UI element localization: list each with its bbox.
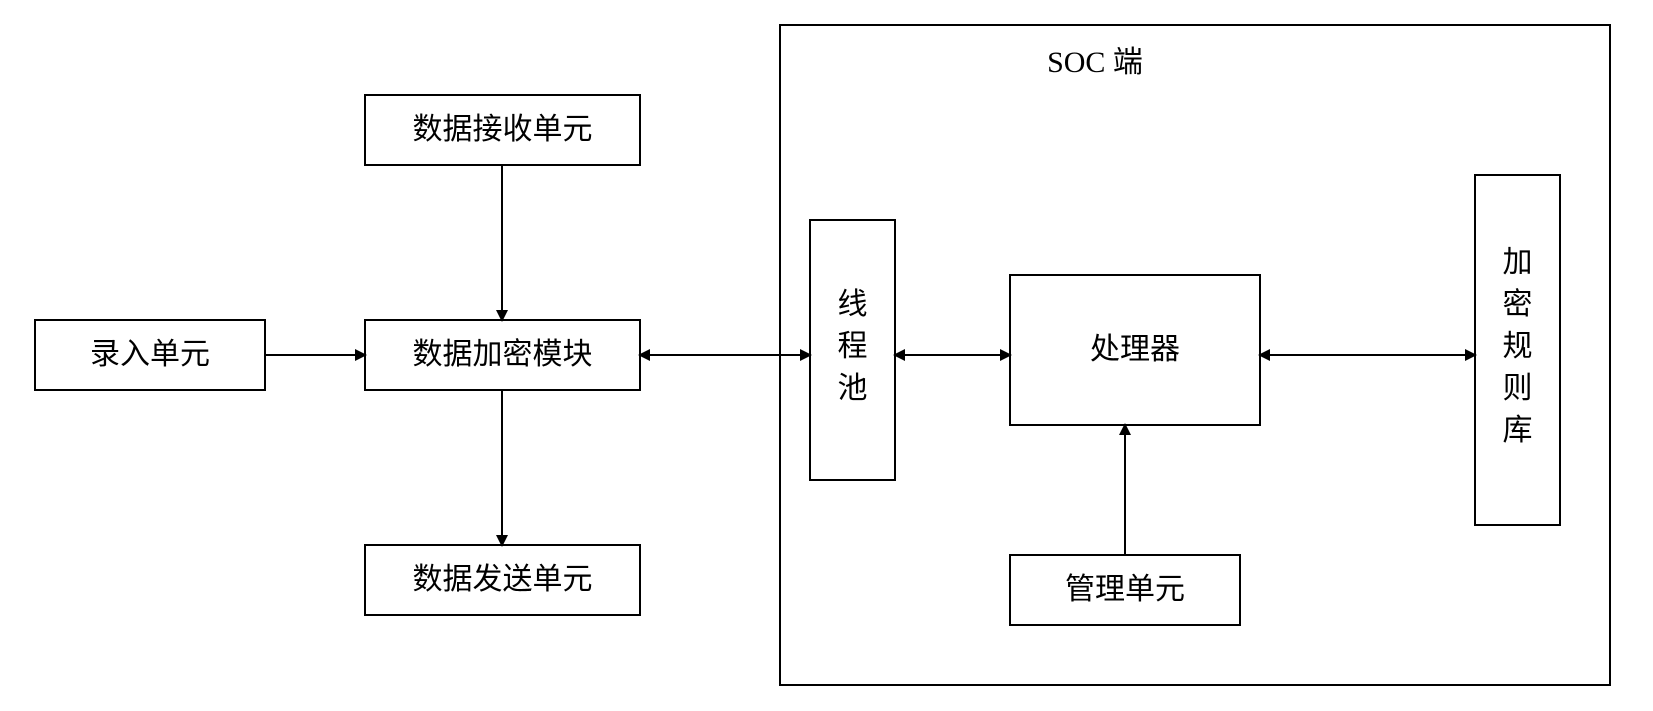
node-rules-label-4: 库 bbox=[1503, 414, 1533, 447]
node-send-label: 数据发送单元 bbox=[413, 563, 593, 596]
node-rules: 加密规则库 bbox=[1475, 175, 1560, 525]
node-rules-label-0: 加 bbox=[1503, 246, 1533, 279]
node-input-label: 录入单元 bbox=[90, 338, 210, 371]
flowchart-diagram: SOC 端录入单元 数据接收单元数据加密模块数据发送单元 线程池 处理器 加密规则库管理… bbox=[0, 0, 1653, 711]
node-mgmt: 管理单元 bbox=[1010, 555, 1240, 625]
node-pool-label-1: 程 bbox=[838, 330, 868, 363]
node-send: 数据发送单元 bbox=[365, 545, 640, 615]
node-proc-label: 处理器 bbox=[1090, 333, 1180, 366]
node-rules-label-1: 密 bbox=[1503, 288, 1533, 321]
node-pool-label-2: 池 bbox=[838, 372, 868, 405]
node-pool-label-0: 线 bbox=[838, 288, 868, 321]
node-receive-label: 数据接收单元 bbox=[413, 113, 593, 146]
node-rules-label-3: 则 bbox=[1503, 372, 1533, 405]
node-rules-label-2: 规 bbox=[1503, 330, 1533, 363]
node-encrypt-label: 数据加密模块 bbox=[413, 338, 593, 371]
soc-container-label: SOC 端 bbox=[1047, 46, 1143, 79]
node-mgmt-label: 管理单元 bbox=[1065, 573, 1185, 606]
node-proc: 处理器 bbox=[1010, 275, 1260, 425]
node-encrypt: 数据加密模块 bbox=[365, 320, 640, 390]
node-pool: 线程池 bbox=[810, 220, 895, 480]
node-input: 录入单元 bbox=[35, 320, 265, 390]
node-receive: 数据接收单元 bbox=[365, 95, 640, 165]
